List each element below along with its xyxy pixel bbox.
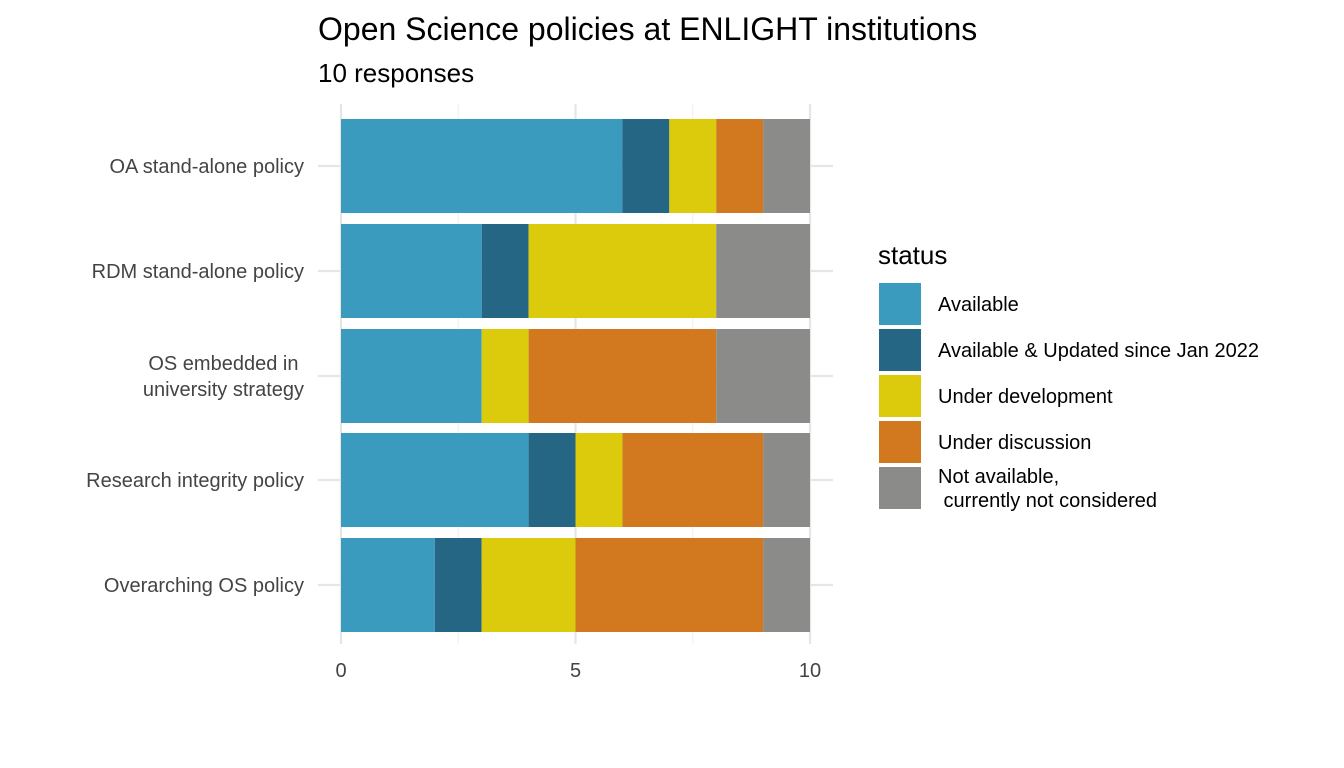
bar-segment-4-3 (575, 538, 764, 632)
bars (341, 119, 810, 632)
bar-segment-3-1 (528, 433, 576, 527)
bar-segment-1-1 (481, 224, 529, 318)
y-tick-label-4: Overarching OS policy (104, 575, 304, 597)
legend-label-0: Available (938, 294, 1019, 316)
bar-segment-4-0 (341, 538, 435, 632)
legend-label-3: Under discussion (938, 432, 1091, 454)
y-axis-tick-labels: OA stand-alone policy RDM stand-alone pol… (86, 156, 304, 597)
bar-segment-3-0 (341, 433, 529, 527)
legend-label-1: Available & Updated since Jan 2022 (938, 340, 1259, 362)
legend-key-0 (879, 283, 921, 325)
bar-segment-0-1 (622, 119, 670, 213)
chart-title: Open Science policies at ENLIGHT institu… (318, 11, 977, 47)
y-tick-label-2: OS embedded in university strategy (143, 353, 304, 401)
bar-segment-2-0 (341, 329, 482, 423)
bar-segment-1-0 (341, 224, 482, 318)
y-tick-label-0: OA stand-alone policy (109, 156, 304, 178)
legend-key-1 (879, 329, 921, 371)
bar-segment-2-3 (528, 329, 717, 423)
bar-segment-1-4 (716, 224, 810, 318)
y-tick-label-3: Research integrity policy (86, 470, 304, 492)
bar-segment-4-4 (763, 538, 810, 632)
bar-segment-4-2 (481, 538, 576, 632)
legend-label-4: Not available, currently not considered (938, 466, 1157, 512)
bar-segment-4-1 (434, 538, 482, 632)
bar-segment-2-2 (481, 329, 529, 423)
bar-segment-3-4 (763, 433, 810, 527)
bar-segment-0-4 (763, 119, 810, 213)
legend-key-2 (879, 375, 921, 417)
bar-segment-2-4 (716, 329, 810, 423)
legend-key-3 (879, 421, 921, 463)
legend-label-2: Under development (938, 386, 1113, 408)
x-tick-label-1: 5 (570, 660, 581, 682)
chart-subtitle: 10 responses (318, 58, 474, 88)
bar-segment-1-2 (528, 224, 717, 318)
bar-segment-0-0 (341, 119, 623, 213)
x-tick-label-0: 0 (335, 660, 346, 682)
legend-title: status (878, 240, 947, 270)
x-axis-tick-labels: 0 5 10 (335, 660, 821, 682)
bar-segment-0-3 (716, 119, 764, 213)
y-tick-label-1: RDM stand-alone policy (92, 261, 304, 283)
legend: status Available Available & Updated sinc… (878, 240, 1259, 512)
bar-segment-3-2 (575, 433, 623, 527)
x-tick-label-2: 10 (799, 660, 821, 682)
bar-segment-3-3 (622, 433, 764, 527)
legend-key-4 (879, 467, 921, 509)
bar-segment-0-2 (669, 119, 717, 213)
